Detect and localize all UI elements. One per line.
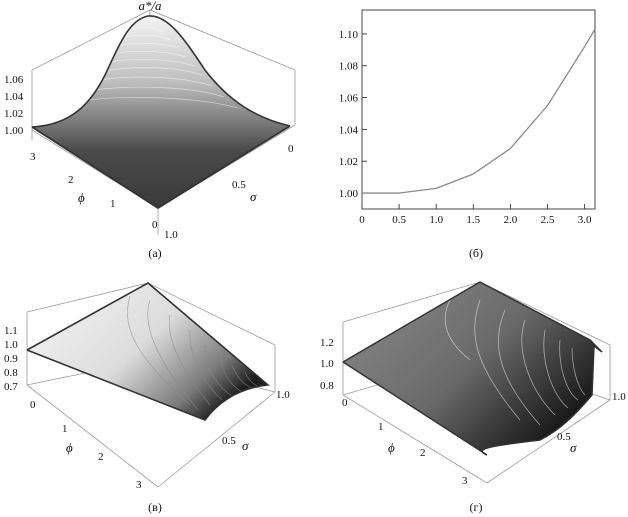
- panel-g-z-tick: 0.8: [320, 380, 334, 392]
- panel-a-sigma-tick: 0: [288, 143, 294, 155]
- panel-a-front-edge: [31, 125, 291, 210]
- panel-v-phi-tick: 2: [98, 451, 104, 463]
- panel-b-y-tick-label: 1.02: [339, 156, 358, 168]
- panel-b-series-line: [362, 28, 596, 194]
- panel-v-z-tick: 0.8: [4, 367, 18, 379]
- panel-a-sigma-tick: 0.5: [232, 179, 246, 191]
- panel-v-sigma-tick: 1.0: [276, 389, 290, 401]
- panel-b-y-tick-label: 1.06: [339, 93, 359, 105]
- panel-a-phi-tick: 0: [152, 219, 158, 231]
- panel-v-phi-label: ϕ: [66, 440, 73, 455]
- panel-v-z-tick: 0.7: [4, 381, 18, 393]
- panel-a-phi-tick: 1: [110, 198, 116, 210]
- panel-b-x-tick-label: 0: [359, 214, 365, 226]
- panel-b-y-ticks: 1.00 1.02 1.04 1.06 1.08 1.10: [339, 29, 367, 200]
- panel-v-contours: [127, 295, 261, 411]
- panel-b-y-tick-label: 1.04: [339, 124, 359, 136]
- panel-a-peak-surface: [32, 15, 290, 208]
- panel-v: 1.1 1.0 0.9 0.8 0.7 0 1 2 3 ϕ 0.5 1.0 σ …: [4, 282, 290, 514]
- panel-a-contours: [87, 26, 239, 109]
- panel-g-phi-tick: 2: [420, 447, 426, 459]
- panel-b-x-tick-label: 1.5: [466, 214, 480, 226]
- panel-b-y-tick-label: 1.08: [339, 61, 359, 73]
- panel-a-caption: (а): [148, 246, 161, 260]
- panel-v-phi-tick: 3: [136, 479, 142, 491]
- panel-g-surface: [343, 282, 602, 455]
- panel-g-contours: [444, 299, 586, 426]
- panel-g: 1.2 1.0 0.8 0 1 2 3 ϕ 0.5 1.0 σ (г): [320, 281, 626, 514]
- panel-a-phi-tick: 3: [30, 151, 36, 163]
- panel-b-x-tick-label: 2.5: [541, 214, 555, 226]
- panel-v-caption: (в): [148, 500, 162, 514]
- panel-b-y-tick-label: 1.00: [339, 188, 359, 200]
- panel-v-sigma-label: σ: [242, 438, 249, 453]
- panel-g-caption: (г): [470, 500, 483, 514]
- panel-b-x-tick-label: 2.0: [504, 214, 518, 226]
- panel-b: 0 0.5 1.0 1.5 2.0 2.5 3.0 1.00 1.02 1.04 1.06 1.08…: [339, 9, 596, 260]
- panel-b-y-tick-label: 1.10: [339, 29, 359, 41]
- panel-a-sigma-label: σ: [250, 189, 257, 204]
- panel-b-x-ticks: 0 0.5 1.0 1.5 2.0 2.5 3.0: [359, 204, 592, 226]
- panel-g-edge: [342, 281, 603, 456]
- panel-v-sigma-tick: 0.5: [222, 435, 236, 447]
- panel-b-caption: (б): [469, 246, 483, 260]
- panel-a-sigma-ticks: 0 0.5 1.0: [164, 143, 294, 241]
- panel-v-phi-ticks: 0 1 2 3: [30, 399, 142, 491]
- panel-a-z-label: a*/a: [138, 0, 162, 13]
- panel-b-frame: [361, 9, 596, 210]
- panel-g-z-tick: 1.2: [320, 337, 334, 349]
- panel-a-z-tick: 1.02: [4, 108, 23, 120]
- panel-b-x-tick-label: 1.0: [429, 214, 443, 226]
- panel-a-edge: [31, 15, 291, 128]
- panel-a-phi-label: ϕ: [78, 190, 85, 205]
- panel-v-phi-tick: 0: [30, 399, 36, 411]
- panel-v-z-tick: 0.9: [4, 353, 18, 365]
- panel-a-phi-tick: 2: [68, 174, 74, 186]
- panel-a-z-tick: 1.00: [4, 125, 24, 137]
- panel-g-phi-label: ϕ: [388, 440, 395, 455]
- panel-v-z-tick: 1.1: [4, 325, 18, 337]
- panel-a-sigma-tick: 1.0: [164, 229, 178, 241]
- panel-v-phi-tick: 1: [62, 423, 68, 435]
- panel-g-z-ticks: 1.2 1.0 0.8: [320, 337, 334, 392]
- panel-b-x-tick-label: 3.0: [578, 214, 592, 226]
- panel-b-x-tick-label: 0.5: [392, 214, 406, 226]
- panel-v-z-ticks: 1.1 1.0 0.9 0.8 0.7: [4, 325, 18, 393]
- panel-a-z-tick: 1.06: [4, 74, 24, 86]
- panel-a-z-ticks: 1.06 1.04 1.02 1.00: [4, 74, 24, 137]
- panel-v-sigma-ticks: 0.5 1.0: [222, 389, 290, 447]
- panel-a-z-tick: 1.04: [4, 91, 24, 103]
- panel-g-z-tick: 1.0: [320, 358, 334, 370]
- panel-a-phi-ticks: 3 2 1 0: [30, 151, 158, 231]
- panel-g-phi-tick: 0: [342, 397, 348, 409]
- panel-g-phi-tick: 1: [378, 421, 384, 433]
- panel-g-sigma-ticks: 0.5 1.0: [557, 391, 626, 443]
- panel-g-sigma-tick: 0.5: [557, 431, 571, 443]
- panel-v-edge: [26, 282, 270, 421]
- panel-g-phi-tick: 3: [462, 475, 468, 487]
- panel-v-z-tick: 1.0: [4, 339, 18, 351]
- panel-g-phi-ticks: 0 1 2 3: [342, 397, 468, 487]
- panel-a: a*/a 1.06 1.04 1.02 1.00 3 2 1 0 ϕ 0 0.5…: [4, 0, 296, 260]
- panel-g-sigma-label: σ: [570, 440, 577, 455]
- panel-g-sigma-tick: 1.0: [612, 391, 626, 403]
